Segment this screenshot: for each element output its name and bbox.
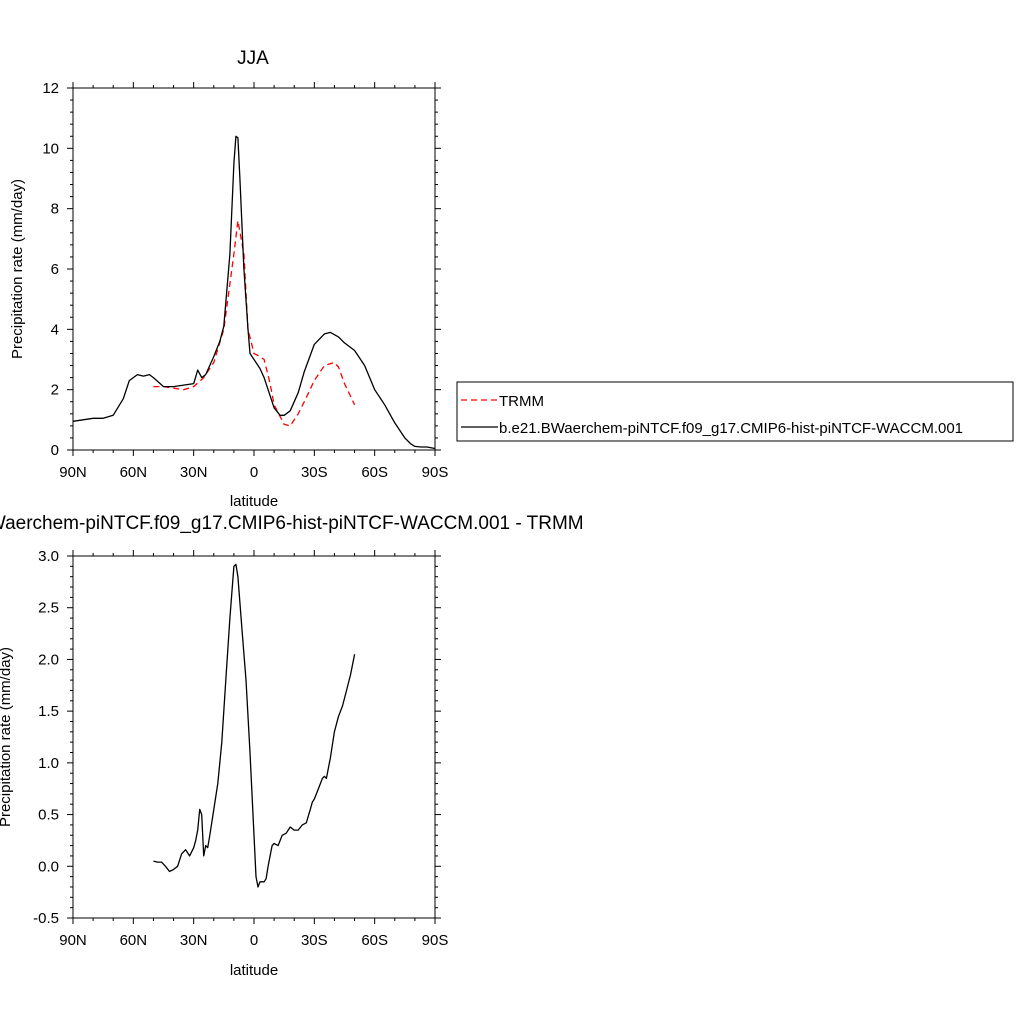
axis-ticks: 90N 60N 30N 0 30S 60S 90S 0 2 4 6 8 10 12	[42, 80, 448, 481]
x-tick-label: 60N	[120, 464, 148, 481]
axis-ticks: 90N 60N 30N 0 30S 60S 90S -0.5 0.0 0.5 1.0 1.5 2.0 2.…	[33, 548, 448, 949]
y-tick-label: 10	[42, 140, 59, 157]
legend-label-model: b.e21.BWaerchem-piNTCF.f09_g17.CMIP6-his…	[499, 420, 963, 437]
y-axis-label: Precipitation rate (mm/day)	[0, 647, 14, 827]
panel-title: b.e21.BWaerchem-piNTCF.f09_g17.CMIP6-his…	[0, 513, 584, 534]
series-line-1	[72, 135, 436, 450]
series-lines	[153, 563, 356, 888]
y-tick-label: 8	[51, 201, 59, 218]
series-line-0	[153, 220, 356, 427]
y-tick-label: 12	[42, 80, 59, 97]
x-tick-label: 90N	[59, 932, 87, 949]
x-tick-label: 60S	[361, 464, 388, 481]
x-axis-label: latitude	[230, 962, 278, 979]
plot-frame	[72, 555, 436, 919]
y-tick-label: 1.0	[38, 755, 59, 772]
x-tick-label: 0	[250, 932, 258, 949]
x-tick-label: 90S	[422, 932, 449, 949]
y-tick-label: 2	[51, 382, 59, 399]
mean-precip-panel: JJA 90N 60N 30N 0 30S 60S 90S 0 2 4 6 8 10 12 latitud…	[9, 48, 448, 510]
x-tick-label: 90N	[59, 464, 87, 481]
y-tick-label: 2.0	[38, 651, 59, 668]
y-tick-label: 6	[51, 261, 59, 278]
panel-title: JJA	[237, 48, 269, 69]
y-tick-label: 2.5	[38, 600, 59, 617]
x-tick-label: 90S	[422, 464, 449, 481]
x-tick-label: 30S	[301, 932, 328, 949]
legend-box	[456, 381, 1014, 442]
x-tick-label: 30N	[180, 464, 208, 481]
x-tick-label: 30N	[180, 932, 208, 949]
legend: TRMM b.e21.BWaerchem-piNTCF.f09_g17.CMIP…	[456, 381, 1014, 442]
series-line-0	[153, 563, 356, 888]
series-lines	[72, 135, 436, 450]
x-tick-label: 60N	[120, 932, 148, 949]
y-tick-label: 0.5	[38, 807, 59, 824]
y-axis-label: Precipitation rate (mm/day)	[9, 179, 26, 359]
x-axis-label: latitude	[230, 493, 278, 510]
plot-frame	[72, 87, 436, 451]
y-tick-label: 0	[51, 442, 59, 459]
legend-label-trmm: TRMM	[499, 393, 544, 410]
y-tick-label: 0.0	[38, 858, 59, 875]
y-tick-label: 1.5	[38, 703, 59, 720]
x-tick-label: 0	[250, 464, 258, 481]
x-tick-label: 30S	[301, 464, 328, 481]
y-tick-label: -0.5	[33, 910, 59, 927]
x-tick-label: 60S	[361, 932, 388, 949]
difference-panel: b.e21.BWaerchem-piNTCF.f09_g17.CMIP6-his…	[0, 513, 584, 979]
y-tick-label: 4	[51, 321, 59, 338]
y-tick-label: 3.0	[38, 548, 59, 565]
